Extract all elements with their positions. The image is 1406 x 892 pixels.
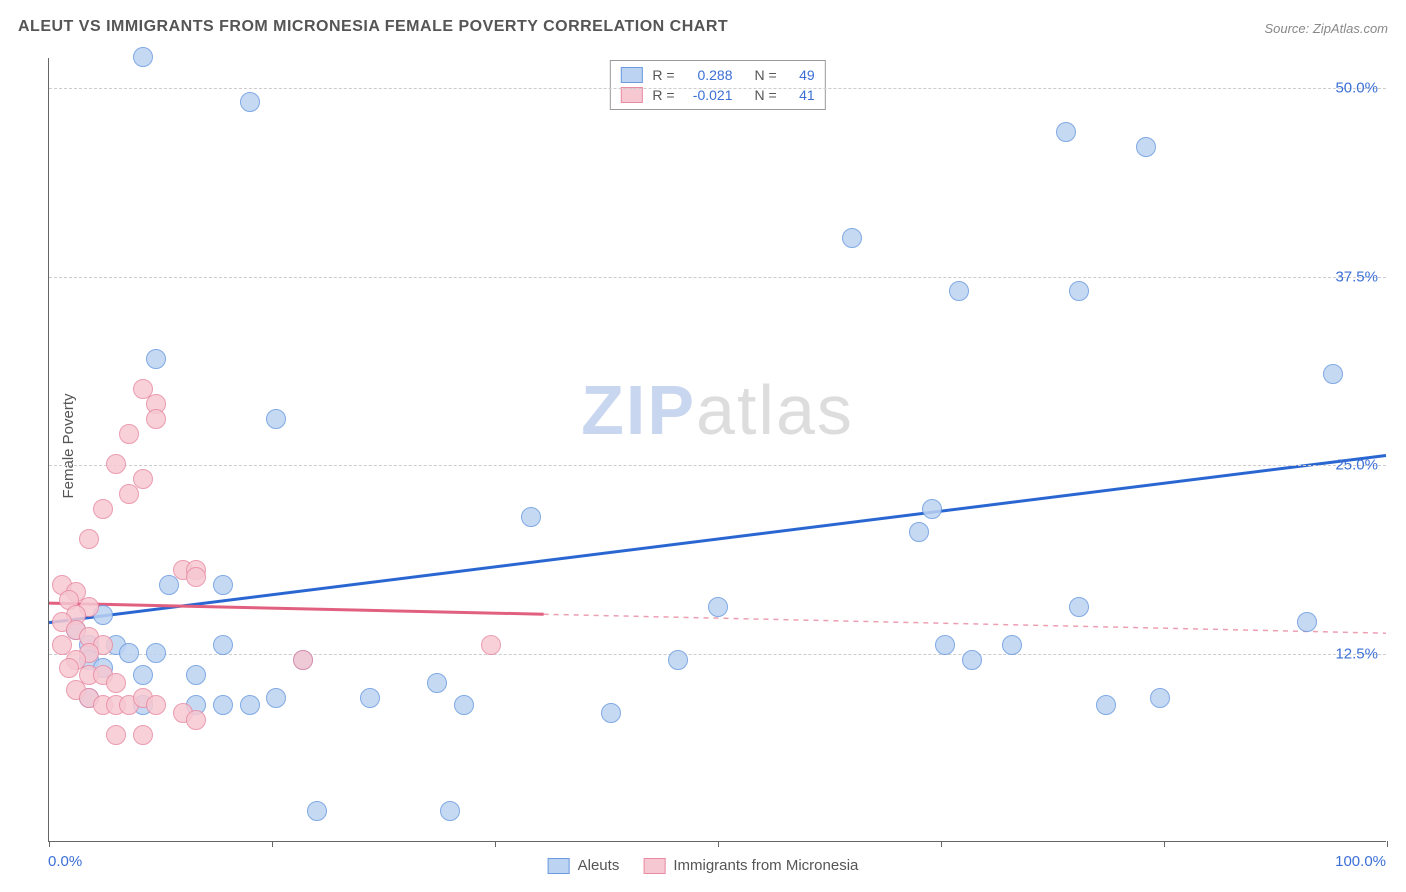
gridline [49, 88, 1386, 89]
y-tick-label: 50.0% [1335, 80, 1378, 97]
data-point [146, 643, 166, 663]
data-point [106, 725, 126, 745]
data-point [440, 801, 460, 821]
data-point [79, 529, 99, 549]
legend-r-label: R = [652, 87, 674, 103]
trend-lines [49, 58, 1386, 841]
series-legend-item: Immigrants from Micronesia [643, 857, 858, 874]
data-point [213, 695, 233, 715]
legend-swatch [643, 858, 665, 874]
legend-swatch [620, 67, 642, 83]
gridline [49, 277, 1386, 278]
series-legend-item: Aleuts [548, 857, 620, 874]
data-point [59, 658, 79, 678]
legend-n-label: N = [755, 67, 777, 83]
data-point [1096, 695, 1116, 715]
data-point [427, 673, 447, 693]
data-point [1297, 612, 1317, 632]
series-legend-label: Aleuts [578, 857, 620, 874]
correlation-legend: R = 0.288 N = 49 R = -0.021 N = 41 [609, 60, 825, 110]
data-point [106, 454, 126, 474]
data-point [909, 522, 929, 542]
plot-area: ZIPatlas R = 0.288 N = 49 R = -0.021 N = 41 12.… [48, 58, 1386, 842]
watermark: ZIPatlas [581, 370, 854, 450]
data-point [521, 507, 541, 527]
x-tick-mark [272, 841, 273, 847]
data-point [146, 349, 166, 369]
data-point [668, 650, 688, 670]
data-point [266, 409, 286, 429]
data-point [360, 688, 380, 708]
data-point [213, 575, 233, 595]
x-tick-mark [718, 841, 719, 847]
data-point [146, 695, 166, 715]
legend-n-label: N = [755, 87, 777, 103]
chart-title: ALEUT VS IMMIGRANTS FROM MICRONESIA FEMA… [18, 18, 728, 36]
data-point [935, 635, 955, 655]
y-tick-label: 12.5% [1335, 645, 1378, 662]
data-point [240, 92, 260, 112]
data-point [133, 47, 153, 67]
data-point [186, 665, 206, 685]
correlation-legend-row: R = 0.288 N = 49 [620, 65, 814, 85]
series-legend: Aleuts Immigrants from Micronesia [548, 857, 859, 874]
data-point [119, 643, 139, 663]
x-axis-min-label: 0.0% [48, 853, 82, 870]
data-point [708, 597, 728, 617]
legend-r-label: R = [652, 67, 674, 83]
legend-swatch [548, 858, 570, 874]
data-point [93, 499, 113, 519]
data-point [293, 650, 313, 670]
data-point [240, 695, 260, 715]
data-point [922, 499, 942, 519]
data-point [133, 665, 153, 685]
data-point [266, 688, 286, 708]
data-point [962, 650, 982, 670]
x-tick-mark [1387, 841, 1388, 847]
data-point [119, 424, 139, 444]
x-tick-mark [941, 841, 942, 847]
chart-source: Source: ZipAtlas.com [1264, 21, 1388, 36]
data-point [1323, 364, 1343, 384]
legend-r-value: 0.288 [685, 67, 733, 83]
gridline [49, 654, 1386, 655]
data-point [213, 635, 233, 655]
data-point [1136, 137, 1156, 157]
data-point [481, 635, 501, 655]
data-point [146, 409, 166, 429]
x-tick-mark [495, 841, 496, 847]
data-point [949, 281, 969, 301]
legend-n-value: 49 [787, 67, 815, 83]
data-point [1069, 281, 1089, 301]
data-point [106, 673, 126, 693]
data-point [186, 567, 206, 587]
data-point [307, 801, 327, 821]
data-point [186, 710, 206, 730]
data-point [1002, 635, 1022, 655]
legend-swatch [620, 87, 642, 103]
data-point [842, 228, 862, 248]
data-point [119, 484, 139, 504]
x-tick-mark [1164, 841, 1165, 847]
data-point [133, 725, 153, 745]
x-axis-max-label: 100.0% [1335, 853, 1386, 870]
x-tick-mark [49, 841, 50, 847]
y-tick-label: 37.5% [1335, 268, 1378, 285]
gridline [49, 465, 1386, 466]
series-legend-label: Immigrants from Micronesia [673, 857, 858, 874]
y-tick-label: 25.0% [1335, 457, 1378, 474]
data-point [601, 703, 621, 723]
legend-n-value: 41 [787, 87, 815, 103]
legend-r-value: -0.021 [685, 87, 733, 103]
data-point [454, 695, 474, 715]
data-point [1150, 688, 1170, 708]
data-point [1056, 122, 1076, 142]
data-point [1069, 597, 1089, 617]
